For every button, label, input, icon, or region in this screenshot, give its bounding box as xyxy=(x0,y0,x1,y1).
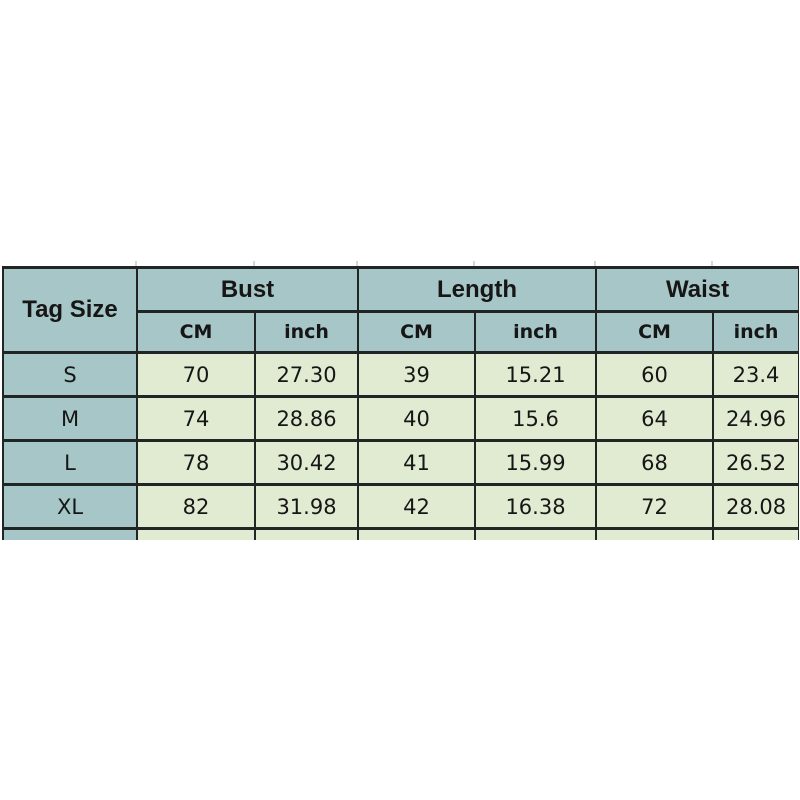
data-cell: 26.52 xyxy=(712,439,799,486)
data-cell: 16.38 xyxy=(473,483,598,530)
table-crop-region: Tag Size Bust Length Waist CM inch CM in… xyxy=(2,266,799,540)
size-chart-table: Tag Size Bust Length Waist CM inch CM in… xyxy=(2,266,799,540)
data-cell: 60 xyxy=(595,351,715,398)
column-tick xyxy=(356,261,358,266)
unit-cell-waist-inch: inch xyxy=(712,310,799,354)
data-cell: 64 xyxy=(595,395,715,442)
data-cell xyxy=(357,527,476,540)
data-cell xyxy=(473,527,598,540)
table-row-m: M 74 28.86 40 15.6 64 24.96 xyxy=(2,395,799,442)
header-cell-bust: Bust xyxy=(136,266,359,313)
data-cell xyxy=(254,527,359,540)
data-cell: 31.98 xyxy=(254,483,359,530)
data-cell: 30.42 xyxy=(254,439,359,486)
data-cell: 74 xyxy=(136,395,256,442)
header-cell-length: Length xyxy=(356,266,598,313)
size-cell-xl: XL xyxy=(2,483,138,530)
column-tick xyxy=(135,261,137,266)
data-cell xyxy=(712,527,799,540)
column-tick xyxy=(594,261,596,266)
unit-cell-bust-cm: CM xyxy=(136,310,256,354)
data-cell: 70 xyxy=(136,351,256,398)
data-cell: 72 xyxy=(595,483,715,530)
column-tick xyxy=(711,261,713,266)
data-cell xyxy=(595,527,715,540)
unit-cell-length-inch: inch xyxy=(473,310,598,354)
data-cell: 39 xyxy=(357,351,476,398)
data-cell: 28.86 xyxy=(254,395,359,442)
data-cell xyxy=(136,527,256,540)
header-cell-waist: Waist xyxy=(595,266,799,313)
table-row-s: S 70 27.30 39 15.21 60 23.4 xyxy=(2,351,799,398)
table-row-xl: XL 82 31.98 42 16.38 72 28.08 xyxy=(2,483,799,530)
unit-cell-length-cm: CM xyxy=(357,310,476,354)
column-tick xyxy=(473,261,475,266)
size-cell-m: M xyxy=(2,395,138,442)
table-row-partial xyxy=(2,527,799,540)
data-cell: 41 xyxy=(357,439,476,486)
data-cell: 15.21 xyxy=(473,351,598,398)
data-cell: 24.96 xyxy=(712,395,799,442)
size-cell-l: L xyxy=(2,439,138,486)
data-cell xyxy=(2,527,138,540)
data-cell: 15.99 xyxy=(473,439,598,486)
table-row-l: L 78 30.42 41 15.99 68 26.52 xyxy=(2,439,799,486)
size-cell-s: S xyxy=(2,351,138,398)
data-cell: 82 xyxy=(136,483,256,530)
unit-cell-bust-inch: inch xyxy=(254,310,359,354)
header-group-row: Tag Size Bust Length Waist xyxy=(2,266,799,354)
data-cell: 28.08 xyxy=(712,483,799,530)
data-cell: 15.6 xyxy=(473,395,598,442)
data-cell: 68 xyxy=(595,439,715,486)
column-tick xyxy=(253,261,255,266)
header-unit-row: CM inch CM inch CM inch xyxy=(3,310,799,354)
data-cell: 27.30 xyxy=(254,351,359,398)
data-cell: 78 xyxy=(136,439,256,486)
tag-size-header-cell: Tag Size xyxy=(2,266,138,354)
data-cell: 42 xyxy=(357,483,476,530)
data-cell: 40 xyxy=(357,395,476,442)
unit-cell-waist-cm: CM xyxy=(595,310,715,354)
data-cell: 23.4 xyxy=(712,351,799,398)
